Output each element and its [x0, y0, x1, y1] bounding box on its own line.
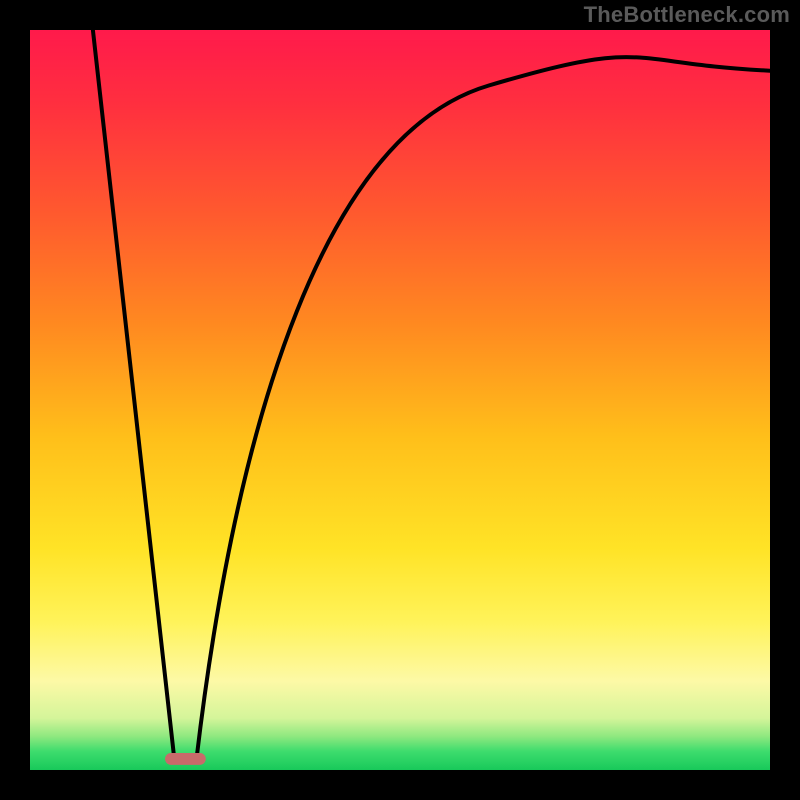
chart-svg: [0, 0, 800, 800]
bottleneck-chart: TheBottleneck.com: [0, 0, 800, 800]
valley-marker: [165, 753, 206, 765]
watermark-text: TheBottleneck.com: [584, 2, 790, 28]
